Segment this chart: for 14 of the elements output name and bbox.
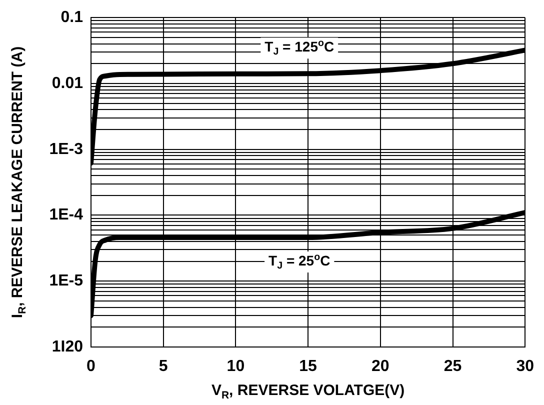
y-tick-label: 1E-3 <box>49 140 84 158</box>
x-tick-label: 30 <box>516 358 534 376</box>
y-tick-label: 1I20 <box>52 338 84 356</box>
x-tick-label: 0 <box>86 358 96 376</box>
y-tick-label: 0.1 <box>60 9 84 26</box>
x-tick-label: 5 <box>158 358 168 376</box>
x-tick-label: 15 <box>299 358 318 376</box>
x-tick-label: 10 <box>226 358 245 376</box>
y-tick-label: 1E-4 <box>49 206 84 224</box>
y-tick-label: 1E-5 <box>49 272 84 290</box>
x-tick-label: 25 <box>444 358 462 376</box>
y-tick-label: 0.01 <box>52 74 84 92</box>
y-axis-title: IR, REVERSE LEAKAGE CURRENT (A) <box>9 46 28 318</box>
x-tick-label: 20 <box>372 358 390 376</box>
